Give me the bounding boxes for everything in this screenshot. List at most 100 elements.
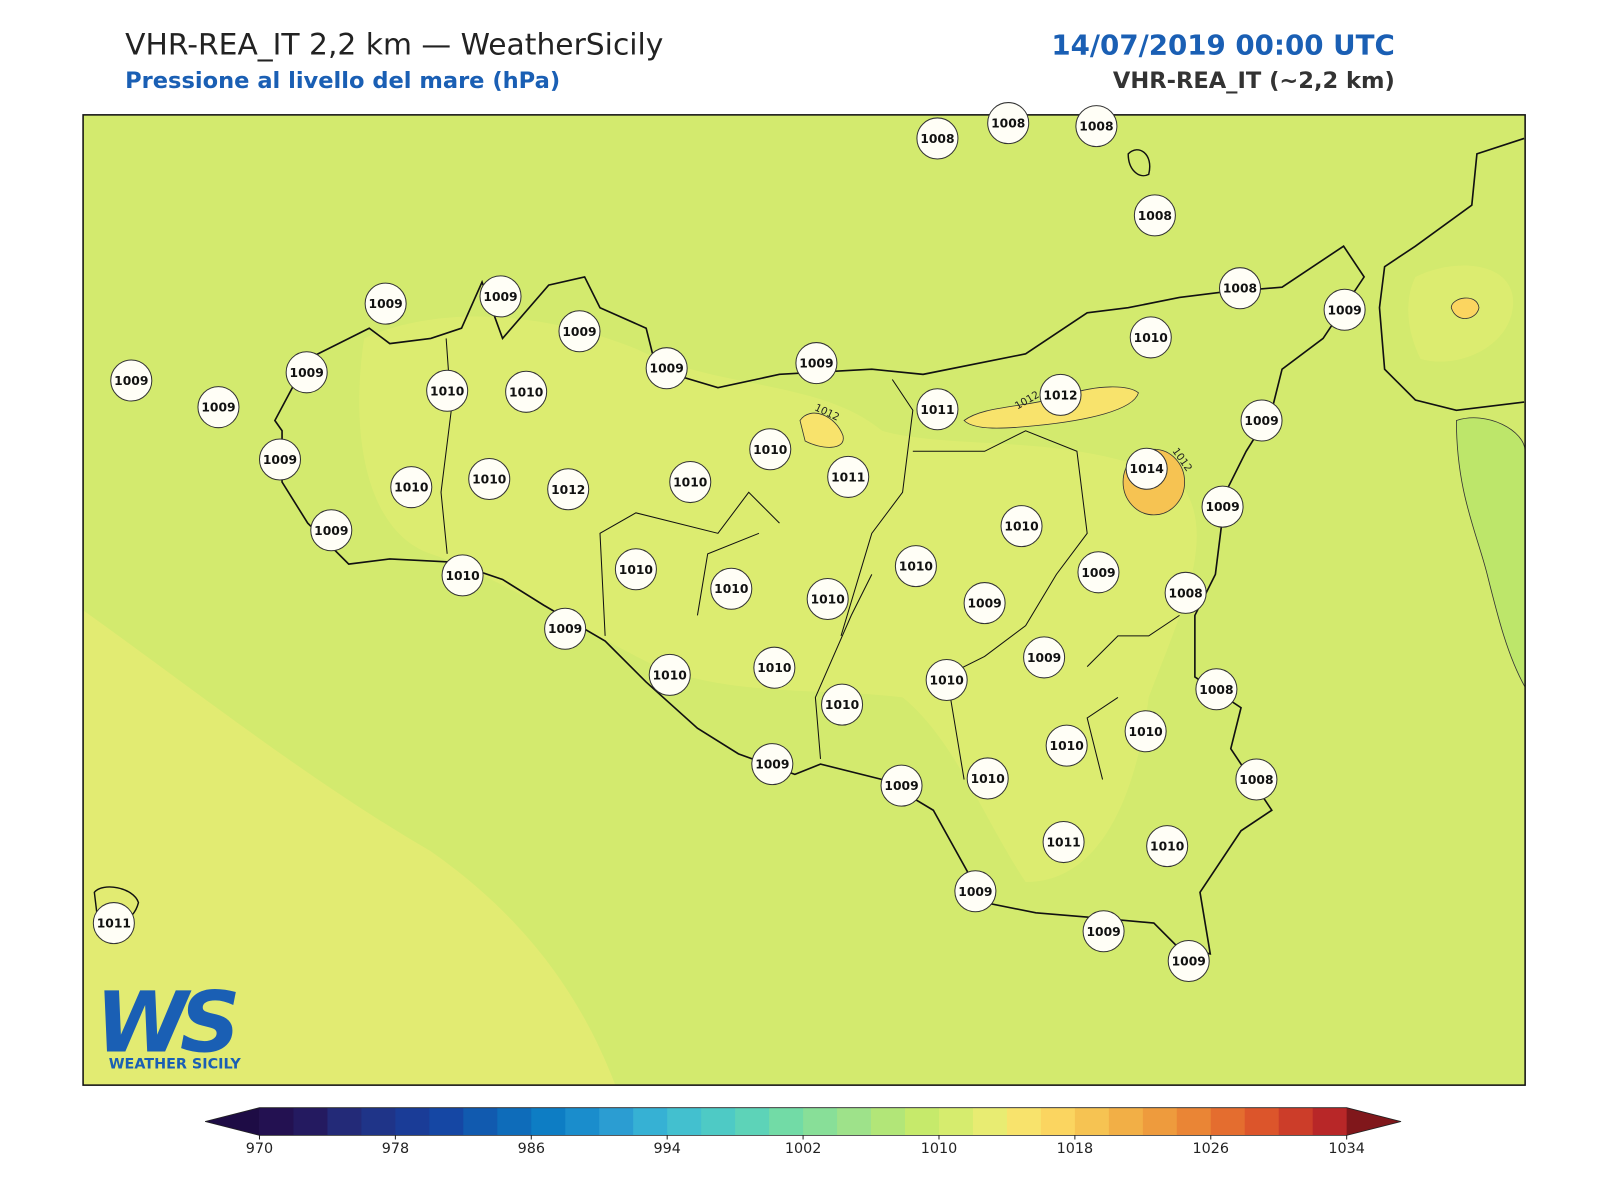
- colorbar-segment: [1108, 1107, 1144, 1136]
- datetime: 14/07/2019 00:00 UTC: [1051, 28, 1394, 61]
- station-marker: [753, 646, 796, 689]
- colorbar-segment: [667, 1107, 702, 1136]
- colorbar: 970 978 986 994 1002 1010 1018 1026 1034: [205, 1107, 1402, 1157]
- station-marker: [390, 466, 433, 509]
- colorbar-segment: [531, 1107, 566, 1136]
- station-marker: [285, 351, 328, 394]
- station-marker: [827, 455, 870, 498]
- colorbar-segment: [497, 1107, 532, 1136]
- station-value: 1009: [1205, 500, 1239, 514]
- colorbar-segment: [463, 1107, 498, 1136]
- stations: 1008 1008 1008 1008 1008 1009 1010 1009 1009 1009…: [92, 102, 1366, 983]
- colorbar-segment: [395, 1107, 430, 1136]
- station-value: 1010: [753, 443, 787, 457]
- colorbar-segment: [429, 1107, 464, 1136]
- station-marker: [821, 683, 864, 726]
- colorbar-segment: [905, 1107, 940, 1136]
- station-value: 1011: [1046, 836, 1080, 850]
- station-marker: [1195, 668, 1238, 711]
- station-value: 1010: [1050, 739, 1084, 753]
- colorbar-segment: [599, 1107, 634, 1136]
- station-value: 1009: [290, 366, 324, 380]
- station-value: 1009: [650, 362, 684, 376]
- station-value: 1008: [1169, 586, 1203, 600]
- station-marker: [1124, 710, 1167, 753]
- station-marker: [1218, 267, 1262, 310]
- colorbar-tick-label: 978: [382, 1141, 409, 1157]
- station-value: 1012: [1043, 388, 1077, 402]
- station-marker: [1077, 551, 1120, 594]
- station-value: 1009: [958, 885, 992, 899]
- station-value: 1012: [551, 483, 585, 497]
- colorbar-segment: [565, 1107, 600, 1136]
- station-value: 1008: [991, 117, 1025, 131]
- map-frame: [82, 114, 1526, 1086]
- station-value: 1010: [1004, 520, 1038, 534]
- station-marker: [1164, 571, 1207, 614]
- station-value: 1009: [1086, 925, 1120, 939]
- subtitle: Pressione al livello del mare (hPa): [125, 68, 560, 94]
- low-zone: [1455, 417, 1526, 689]
- colorbar-segment: [1278, 1107, 1314, 1136]
- station-value: 1010: [971, 772, 1005, 786]
- station-value: 1010: [1150, 840, 1184, 854]
- logo: WS WEATHER SICILY: [95, 973, 244, 1072]
- station-value: 1009: [201, 401, 235, 415]
- station-value: 1010: [430, 384, 464, 398]
- colorbar-tick-label: 1010: [921, 1141, 958, 1157]
- station-value: 1010: [1129, 725, 1163, 739]
- station-marker: [558, 310, 601, 353]
- coastline: [1378, 137, 1525, 412]
- station-value: 1010: [445, 569, 479, 583]
- station-value: 1009: [483, 290, 517, 304]
- station-value: 1010: [472, 473, 506, 487]
- station-value: 1009: [1244, 414, 1278, 428]
- station-value: 1014: [1130, 462, 1164, 476]
- station-value: 1010: [714, 582, 748, 596]
- colorbar-over: [1346, 1107, 1402, 1136]
- station-value: 1009: [114, 374, 148, 388]
- station-marker: [1201, 485, 1244, 528]
- colorbar-tick-label: 1026: [1193, 1141, 1230, 1157]
- station-marker: [1075, 105, 1118, 148]
- station-marker: [468, 457, 511, 500]
- station-value: 1009: [1081, 566, 1115, 580]
- colorbar-segment: [837, 1107, 872, 1136]
- station-value: 1008: [1199, 683, 1233, 697]
- station-marker: [648, 653, 691, 696]
- station-marker: [1042, 821, 1085, 864]
- station-marker: [1000, 505, 1043, 548]
- station-value: 1010: [394, 481, 428, 495]
- station-marker: [963, 582, 1006, 625]
- colorbar-segment: [1312, 1107, 1348, 1136]
- station-value: 1009: [562, 325, 596, 339]
- station-marker: [544, 607, 587, 650]
- station-marker: [1129, 316, 1172, 359]
- station-marker: [479, 275, 522, 318]
- station-marker: [426, 369, 469, 412]
- station-value: 1011: [831, 470, 865, 484]
- station-value: 1008: [1138, 209, 1172, 223]
- station-value: 1009: [1027, 651, 1061, 665]
- colorbar-segment: [293, 1107, 328, 1136]
- colorbar-segment: [1210, 1107, 1246, 1136]
- province-border: [440, 338, 1180, 780]
- colorbar-segment: [1006, 1107, 1042, 1136]
- station-marker: [1146, 825, 1189, 868]
- station-marker: [1323, 288, 1366, 331]
- colorbar-segment: [938, 1107, 974, 1136]
- station-marker: [197, 386, 240, 429]
- station-marker: [441, 554, 484, 597]
- station-marker: [110, 359, 153, 402]
- station-marker: [751, 743, 794, 786]
- station-value: 1009: [1172, 955, 1206, 969]
- station-value: 1010: [825, 698, 859, 712]
- station-marker: [364, 282, 407, 325]
- station-marker: [880, 764, 923, 807]
- colorbar-segment: [1074, 1107, 1110, 1136]
- station-marker: [1125, 447, 1168, 490]
- station-value: 1010: [619, 563, 653, 577]
- colorbar-segment: [769, 1107, 804, 1136]
- light-zone: [83, 610, 616, 1086]
